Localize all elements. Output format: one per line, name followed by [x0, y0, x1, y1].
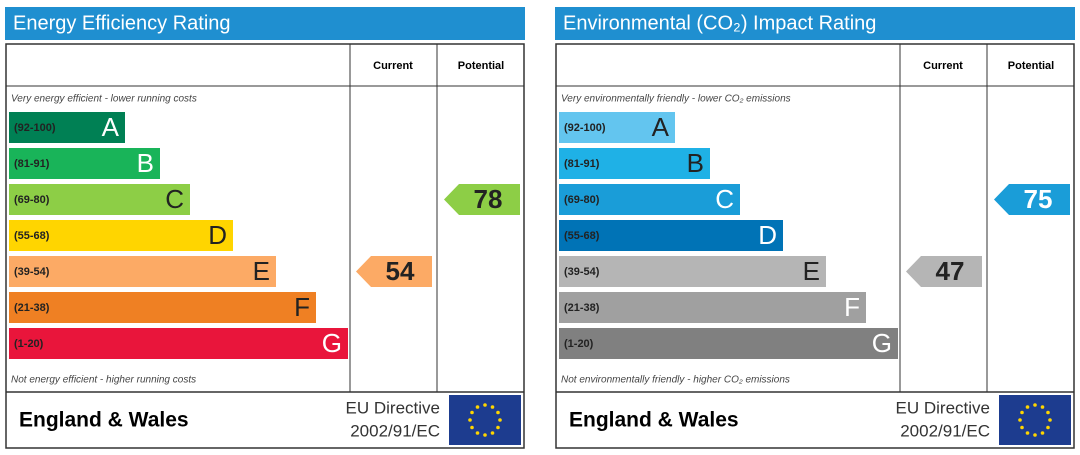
band-letter: E	[803, 256, 820, 286]
eu-star	[468, 418, 472, 422]
rating-panel: Energy Efficiency Rating Current Potential…	[5, 7, 525, 449]
col-header: Current	[923, 60, 963, 72]
footer-directive-code: 2002/91/EC	[900, 421, 990, 440]
band-range: (81-91)	[564, 158, 600, 170]
rating-arrow	[994, 184, 1070, 215]
band-letter: G	[322, 328, 342, 358]
rating-arrow	[444, 184, 520, 215]
eu-star	[475, 431, 480, 435]
band-letter: D	[758, 220, 777, 250]
eu-star	[1020, 425, 1024, 430]
band-range: (21-38)	[564, 302, 600, 314]
footer-directive: EU Directive	[896, 398, 990, 417]
band-range: (55-68)	[564, 230, 600, 242]
title-bar	[5, 7, 525, 40]
col-header: Potential	[1008, 60, 1054, 72]
footer-directive-code: 2002/91/EC	[350, 421, 440, 440]
band-letter: B	[687, 148, 704, 178]
band-letter: A	[102, 112, 120, 142]
eu-star	[490, 405, 495, 409]
band-letter: C	[165, 184, 184, 214]
rating-band	[9, 256, 276, 287]
band-letter: F	[294, 292, 310, 322]
band-letter: A	[652, 112, 670, 142]
eu-star	[1046, 410, 1050, 415]
band-range: (92-100)	[564, 122, 606, 134]
title-bar	[555, 7, 1075, 40]
rating-band	[9, 112, 125, 143]
bottom-note: Not environmentally friendly - higher CO…	[561, 375, 790, 386]
band-letter: C	[715, 184, 734, 214]
eu-star	[1040, 405, 1045, 409]
rating-band	[559, 148, 710, 179]
band-letter: F	[844, 292, 860, 322]
eu-star	[1033, 433, 1037, 437]
rating-band	[9, 220, 233, 251]
rating-panel: Environmental (CO₂) Impact Rating Current…	[555, 7, 1075, 449]
eu-star	[470, 410, 474, 415]
rating-band	[559, 112, 675, 143]
rating-value: 75	[1024, 184, 1053, 214]
eu-star	[475, 405, 480, 409]
rating-band	[559, 328, 898, 359]
eu-star	[483, 433, 487, 437]
band-range: (55-68)	[14, 230, 50, 242]
rating-band	[559, 256, 826, 287]
panel-title: Energy Efficiency Rating	[13, 12, 231, 34]
band-range: (92-100)	[14, 122, 56, 134]
band-letter: E	[253, 256, 270, 286]
eu-star	[498, 418, 502, 422]
col-header: Current	[373, 60, 413, 72]
rating-band	[9, 148, 160, 179]
footer-directive: EU Directive	[346, 398, 440, 417]
rating-band	[9, 328, 348, 359]
rating-value: 47	[936, 256, 965, 286]
footer-region: England & Wales	[569, 409, 739, 432]
eu-star	[1046, 425, 1050, 430]
band-range: (69-80)	[14, 194, 50, 206]
band-range: (39-54)	[14, 266, 50, 278]
band-letter: G	[872, 328, 892, 358]
eu-star	[470, 425, 474, 430]
eu-star	[1033, 403, 1037, 407]
rating-band	[559, 184, 740, 215]
eu-star	[1040, 431, 1045, 435]
bottom-note: Not energy efficient - higher running co…	[11, 375, 196, 386]
rating-band	[559, 220, 783, 251]
eu-star	[1025, 405, 1030, 409]
band-range: (1-20)	[564, 338, 594, 350]
band-range: (39-54)	[564, 266, 600, 278]
band-range: (1-20)	[14, 338, 44, 350]
eu-star	[483, 403, 487, 407]
eu-flag	[449, 395, 521, 445]
rating-arrow	[906, 256, 982, 287]
rating-value: 54	[386, 256, 415, 286]
eu-star	[1048, 418, 1052, 422]
band-range: (81-91)	[14, 158, 50, 170]
rating-band	[9, 184, 190, 215]
panel-title: Environmental (CO₂) Impact Rating	[563, 12, 876, 34]
band-letter: B	[137, 148, 154, 178]
eu-star	[490, 431, 495, 435]
eu-star	[1018, 418, 1022, 422]
eu-star	[1025, 431, 1030, 435]
eu-star	[1020, 410, 1024, 415]
col-header: Potential	[458, 60, 504, 72]
top-note: Very energy efficient - lower running co…	[11, 94, 197, 105]
eu-star	[496, 410, 500, 415]
band-range: (21-38)	[14, 302, 50, 314]
band-range: (69-80)	[564, 194, 600, 206]
top-note: Very environmentally friendly - lower CO…	[561, 94, 791, 105]
footer-region: England & Wales	[19, 409, 189, 432]
rating-band	[559, 292, 866, 323]
rating-band	[9, 292, 316, 323]
rating-arrow	[356, 256, 432, 287]
eu-star	[496, 425, 500, 430]
eu-flag	[999, 395, 1071, 445]
band-letter: D	[208, 220, 227, 250]
rating-value: 78	[474, 184, 503, 214]
